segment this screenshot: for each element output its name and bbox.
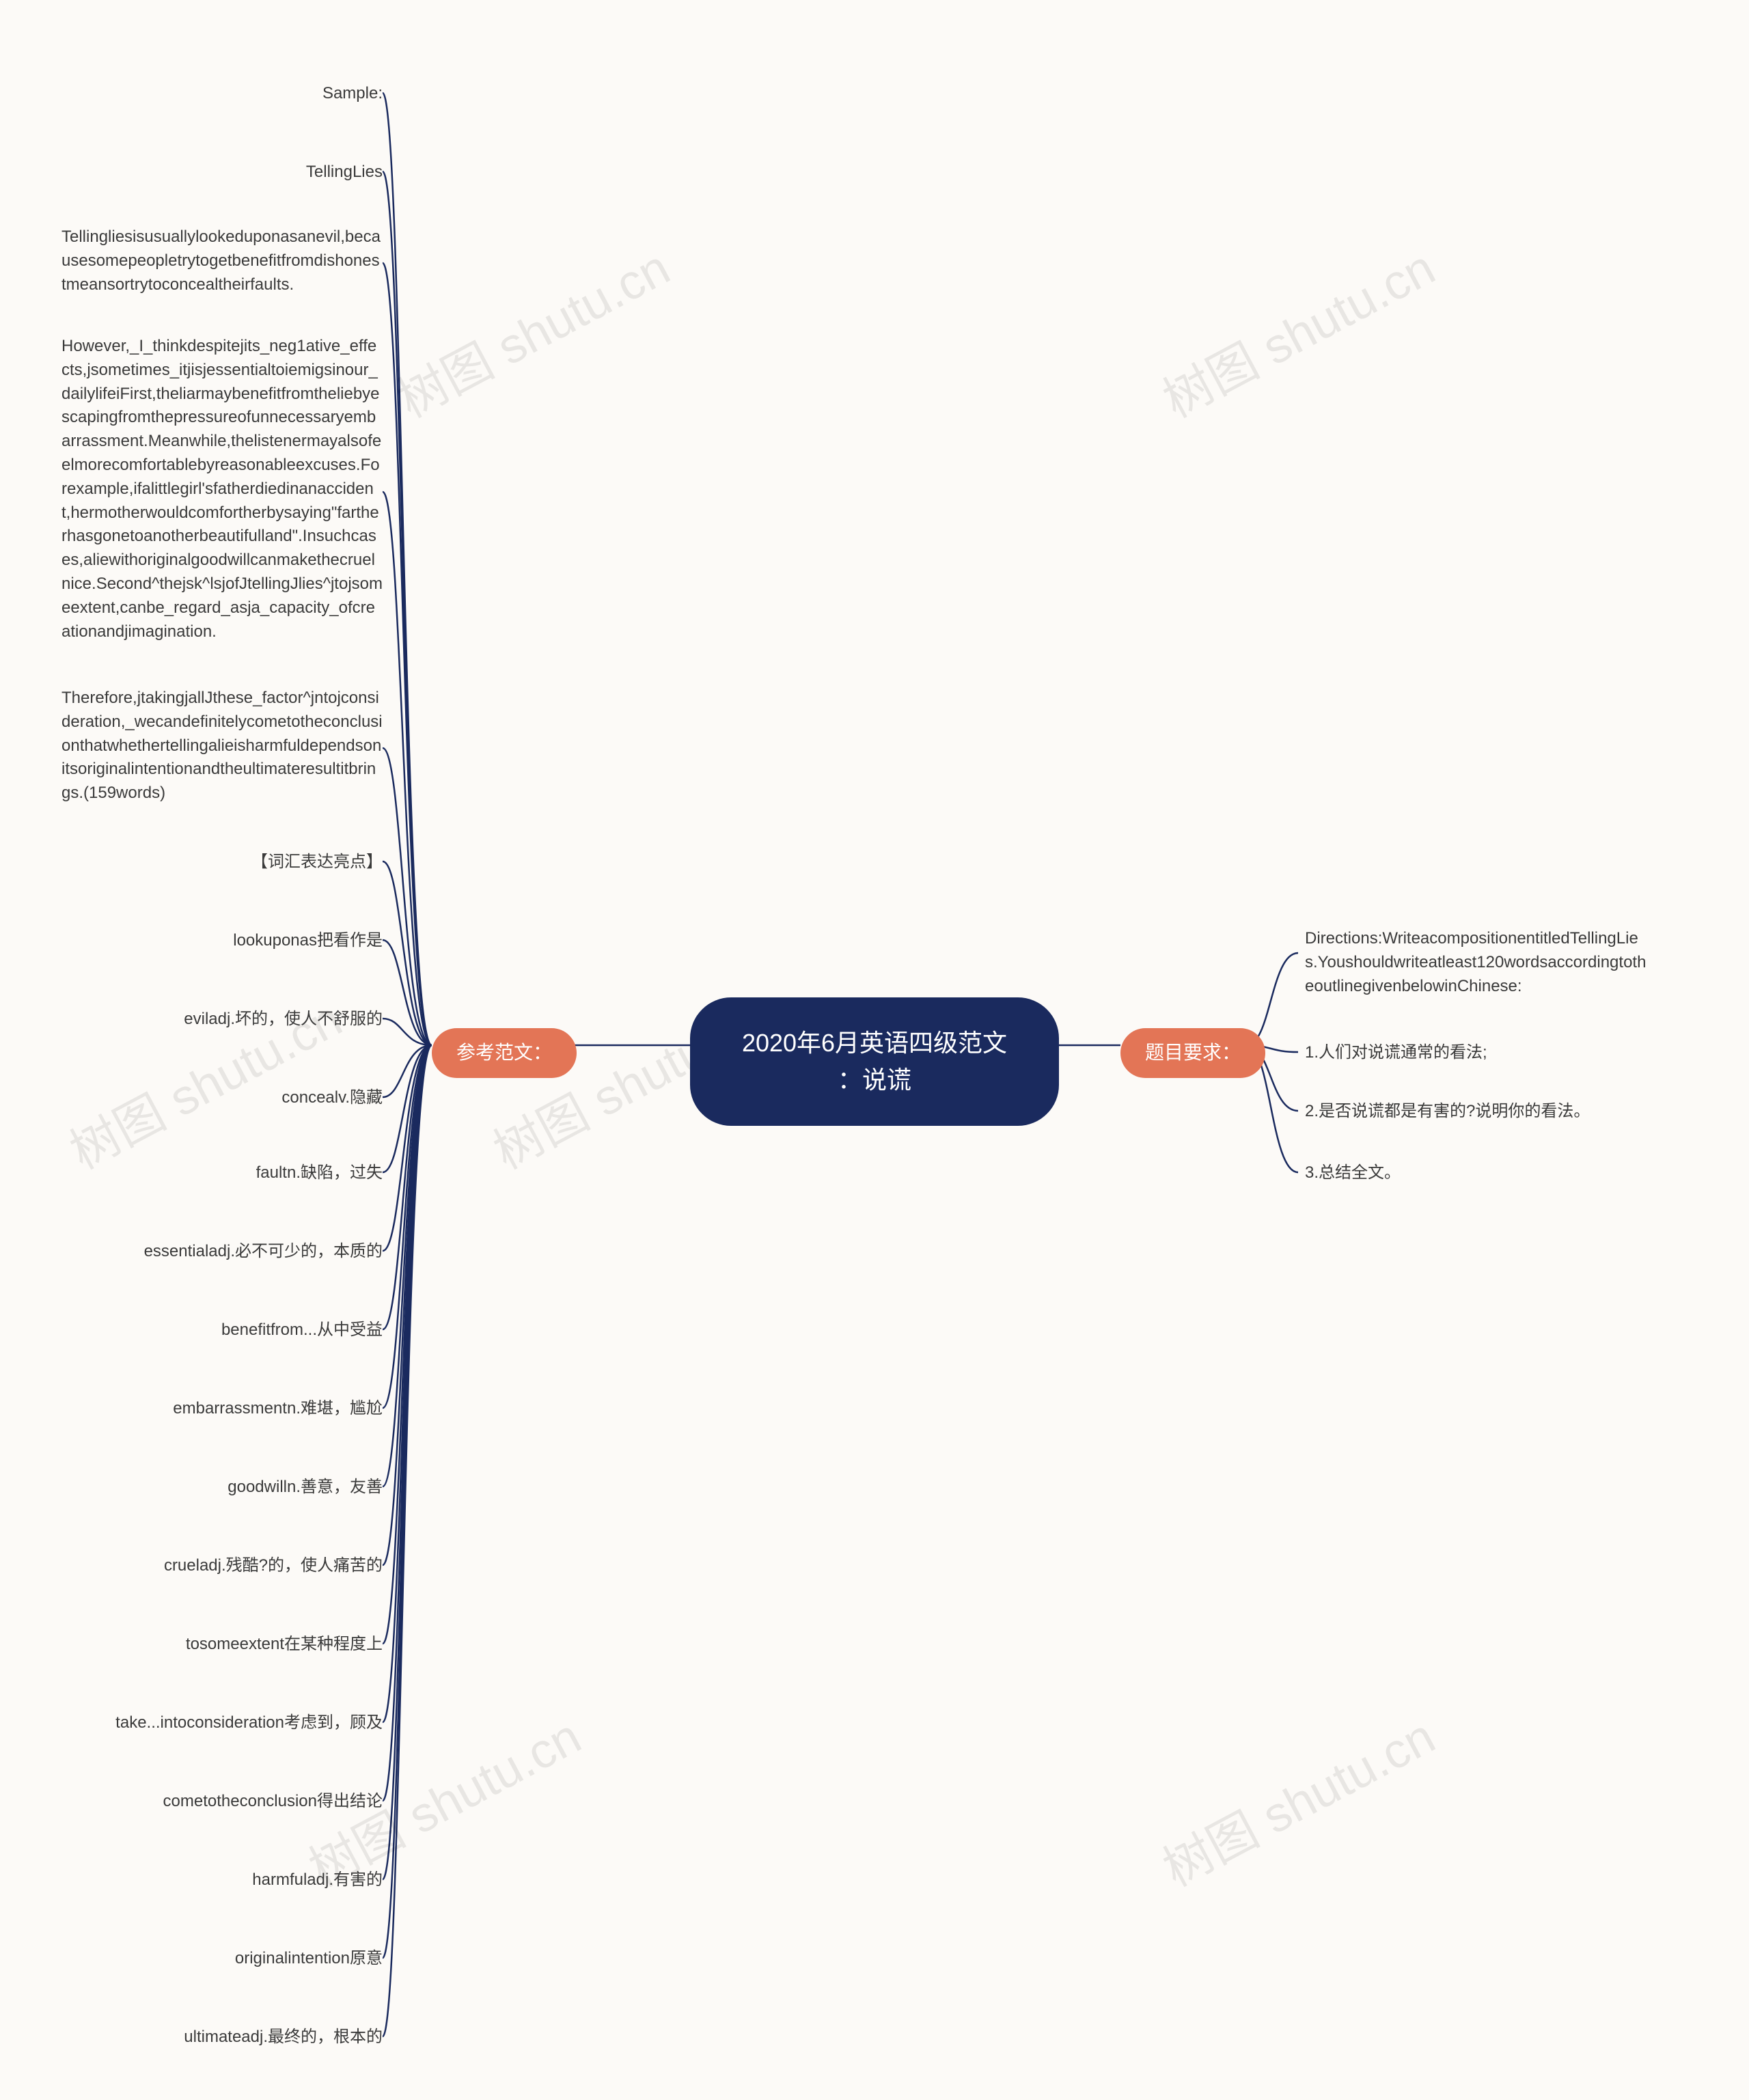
branch-right: 题目要求： xyxy=(1120,1028,1265,1078)
right-leaf: 3.总结全文。 xyxy=(1305,1161,1401,1185)
left-leaf: eviladj.坏的，使人不舒服的 xyxy=(184,1008,383,1032)
central-line2: ：说谎 xyxy=(838,1066,911,1094)
left-leaf: 【词汇表达亮点】 xyxy=(251,851,383,874)
right-leaf: Directions:WriteacompositionentitledTell… xyxy=(1305,927,1647,998)
watermark: 树图 shutu.cn xyxy=(383,228,680,431)
left-leaf: Tellingliesisusuallylookeduponasanevil,b… xyxy=(61,225,383,296)
left-leaf: However,_I_thinkdespitejits_neg1ative_ef… xyxy=(61,335,383,644)
left-leaf: essentialadj.必不可少的，本质的 xyxy=(144,1240,383,1264)
left-leaf: originalintention原意 xyxy=(235,1947,383,1971)
left-leaf: ultimateadj.最终的，根本的 xyxy=(184,2026,383,2049)
left-leaf: Therefore,jtakingjallJthese_factor^jntoj… xyxy=(61,687,383,805)
left-leaf: Sample: xyxy=(322,82,383,106)
left-leaf: crueladj.残酷?的，使人痛苦的 xyxy=(164,1554,383,1578)
left-leaf: lookuponas把看作是 xyxy=(233,929,383,953)
left-leaf: faultn.缺陷，过失 xyxy=(256,1161,383,1185)
left-leaf: harmfuladj.有害的 xyxy=(252,1868,383,1892)
left-leaf: cometotheconclusion得出结论 xyxy=(163,1790,383,1814)
mindmap-canvas: 树图 shutu.cn树图 shutu.cn树图 shutu.cn树图 shut… xyxy=(0,0,1749,2100)
left-leaf: TellingLies xyxy=(306,161,383,184)
left-leaf: tosomeextent在某种程度上 xyxy=(186,1633,383,1657)
left-leaf: concealv.隐藏 xyxy=(281,1086,383,1110)
left-leaf: take...intoconsideration考虑到，顾及 xyxy=(115,1711,383,1735)
branch-left: 参考范文： xyxy=(432,1028,577,1078)
branch-left-label: 参考范文： xyxy=(456,1042,552,1063)
central-node: 2020年6月英语四级范文 ：说谎 xyxy=(690,997,1059,1126)
right-leaf: 2.是否说谎都是有害的?说明你的看法。 xyxy=(1305,1100,1590,1124)
branch-right-label: 题目要求： xyxy=(1145,1042,1241,1063)
watermark: 树图 shutu.cn xyxy=(1148,1697,1445,1900)
left-leaf: embarrassmentn.难堪，尴尬 xyxy=(173,1397,383,1421)
left-leaf: benefitfrom...从中受益 xyxy=(221,1318,383,1342)
central-line1: 2020年6月英语四级范文 xyxy=(742,1029,1007,1057)
right-leaf: 1.人们对说谎通常的看法; xyxy=(1305,1041,1487,1065)
left-leaf: goodwilln.善意，友善 xyxy=(228,1476,383,1500)
watermark: 树图 shutu.cn xyxy=(1148,228,1445,431)
